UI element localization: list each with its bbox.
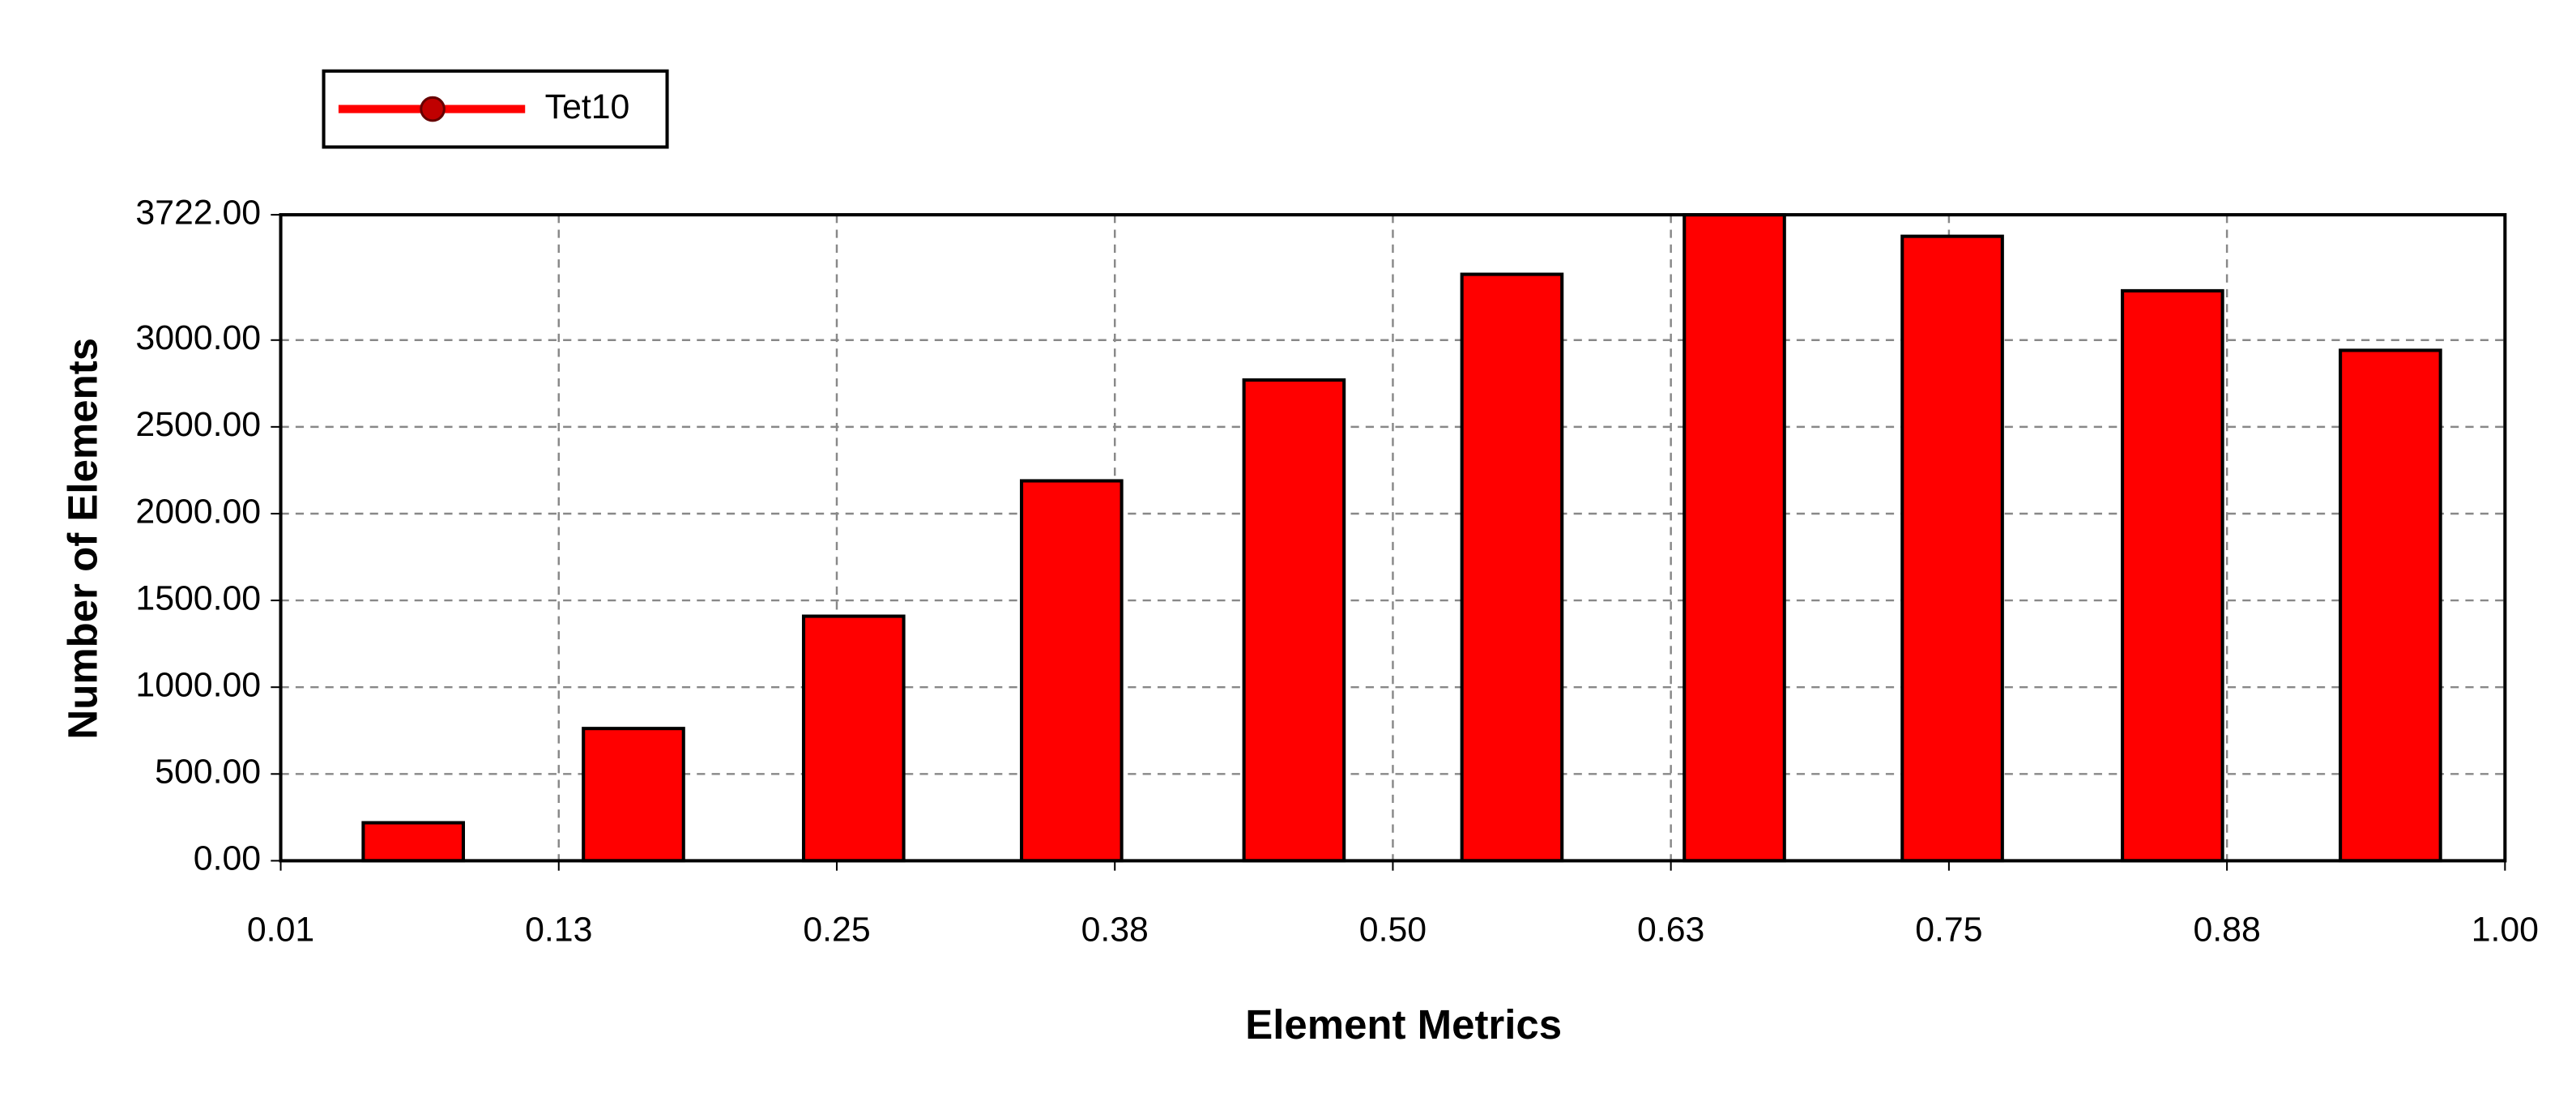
bar — [582, 727, 685, 863]
plot-frame — [279, 213, 2507, 863]
y-tick-label: 2000.00 — [135, 492, 261, 531]
x-tick-label: 0.63 — [1637, 910, 1704, 949]
y-axis-title: Number of Elements — [59, 338, 105, 740]
bar — [1460, 272, 1564, 863]
y-tick-label: 1000.00 — [135, 665, 261, 704]
x-tick-label: 0.01 — [247, 910, 314, 949]
x-tick-label: 0.38 — [1081, 910, 1149, 949]
legend: Tet10 — [322, 69, 669, 149]
bar — [2121, 288, 2224, 863]
bar — [361, 821, 465, 863]
bar — [1900, 234, 2004, 863]
y-tick-label: 500.00 — [155, 753, 261, 792]
bar — [1683, 213, 1786, 863]
x-tick-label: 0.75 — [1915, 910, 1982, 949]
y-tick-label: 3000.00 — [135, 318, 261, 357]
bar — [1242, 378, 1346, 863]
y-tick-label: 1500.00 — [135, 578, 261, 617]
x-axis-title: Element Metrics — [1245, 1001, 1562, 1048]
y-tick-label: 2500.00 — [135, 405, 261, 444]
bar — [2339, 348, 2442, 863]
x-tick-label: 0.50 — [1359, 910, 1427, 949]
legend-marker — [420, 96, 446, 122]
bar — [1020, 479, 1124, 863]
x-tick-label: 1.00 — [2472, 910, 2539, 949]
y-tick-label: 0.00 — [194, 839, 261, 878]
legend-label: Tet10 — [545, 88, 630, 126]
x-tick-label: 0.13 — [525, 910, 592, 949]
x-tick-label: 0.25 — [803, 910, 870, 949]
bar — [801, 614, 906, 863]
y-tick-label: 3722.00 — [135, 193, 261, 232]
x-tick-label: 0.88 — [2193, 910, 2260, 949]
